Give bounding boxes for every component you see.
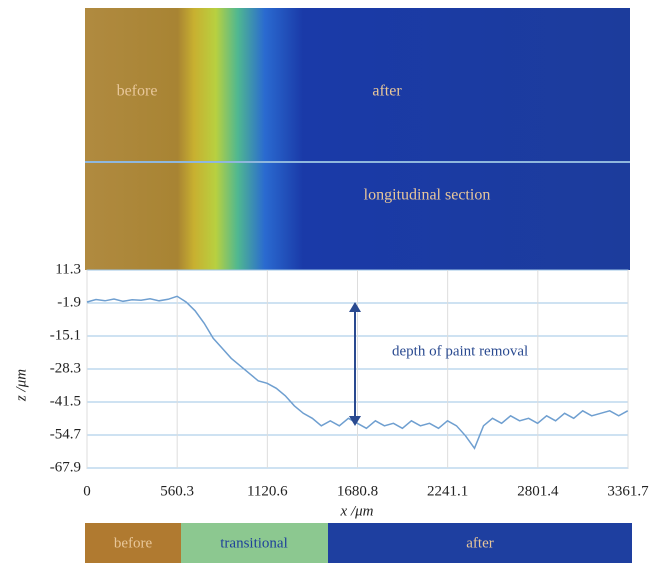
phase-label: after: [466, 535, 493, 551]
y-tick-label: -15.1: [50, 327, 81, 343]
x-tick-label: 2801.4: [517, 483, 559, 499]
phase-after: [328, 523, 632, 563]
x-tick-label: 3361.7: [607, 483, 649, 499]
phase-label: before: [114, 535, 153, 551]
x-tick-label: 1120.6: [247, 483, 288, 499]
image-label: longitudinal section: [364, 187, 491, 204]
image-label: after: [372, 83, 402, 100]
y-tick-label: -1.9: [57, 294, 81, 310]
annotation: depth of paint removal: [392, 343, 528, 359]
surface-image: [85, 8, 630, 270]
y-tick-label: 11.3: [55, 261, 81, 277]
x-tick-label: 560.3: [160, 483, 194, 499]
phase-transitional: [181, 523, 328, 563]
x-tick-label: 1680.8: [337, 483, 378, 499]
phase-label: transitional: [220, 535, 288, 551]
y-tick-label: -54.7: [50, 426, 82, 442]
x-tick-label: 2241.1: [427, 483, 468, 499]
x-tick-label: 0: [83, 483, 91, 499]
y-axis-label: z /μm: [13, 369, 29, 402]
y-tick-label: -67.9: [50, 459, 81, 475]
y-tick-label: -28.3: [50, 360, 81, 376]
phase-before: [85, 523, 181, 563]
image-label: before: [117, 83, 158, 100]
profile-line: [86, 295, 629, 450]
y-tick-label: -41.5: [50, 393, 81, 409]
x-axis-label: x /μm: [340, 503, 374, 519]
plot: 11.3 -1.9 -15.1 -28.3 -41.5 -54.7 -67.90 560.3 1…: [50, 261, 649, 499]
